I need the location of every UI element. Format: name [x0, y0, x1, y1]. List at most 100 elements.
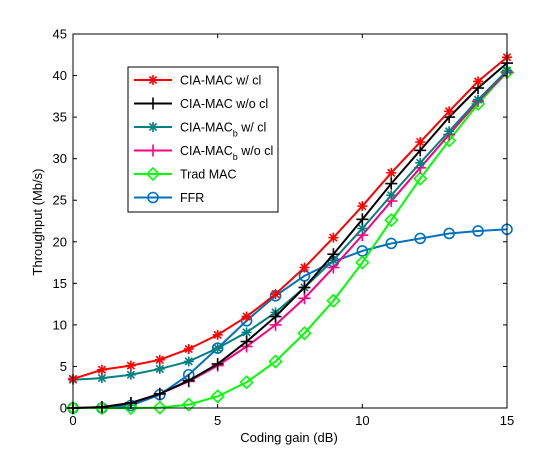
marker-stroke: [416, 137, 425, 147]
axes-box: [72, 33, 508, 409]
marker-stroke: [387, 168, 396, 177]
data-point: [327, 248, 340, 261]
marker-stroke: [97, 365, 107, 374]
legend-item: CIA-MAC w/o cl: [134, 97, 268, 111]
data-point: [268, 354, 283, 369]
marker-stroke: [358, 201, 367, 211]
x-tick-label: 10: [355, 413, 369, 428]
data-point: [212, 343, 223, 354]
data-point: [239, 375, 254, 390]
y-tick-label: 25: [53, 193, 67, 208]
marker-stroke: [387, 191, 396, 200]
data-point: [472, 225, 484, 237]
data-point: [384, 213, 399, 228]
marker-stroke: [97, 373, 107, 383]
data-point: [328, 232, 339, 243]
data-point: [355, 255, 370, 270]
marker-stroke: [126, 361, 136, 370]
data-point: [154, 354, 165, 365]
data-point: [153, 387, 166, 400]
marker-stroke: [473, 95, 483, 104]
data-point: [211, 357, 224, 370]
marker-stroke: [473, 77, 483, 86]
y-tick-label: 10: [53, 317, 67, 332]
data-point: [385, 237, 398, 250]
data-point: [147, 97, 159, 110]
legend-item: CIA-MACb w/o cl: [134, 144, 273, 162]
data-point: [299, 262, 310, 273]
y-tick-label: 15: [53, 276, 67, 291]
x-tick-label: 15: [500, 413, 514, 428]
legend-label: CIA-MAC w/o cl: [180, 97, 268, 111]
data-point: [212, 329, 223, 340]
marker-stroke: [184, 357, 193, 366]
data-point: [386, 167, 397, 178]
legend: CIA-MAC w/ cl CIA-MAC w/o cl CIA-MACb w/ c…: [127, 66, 279, 213]
data-point: [385, 177, 398, 190]
data-point: [444, 106, 455, 117]
marker-stroke: [213, 330, 222, 340]
data-point: [210, 389, 225, 404]
axes: 0 5 10 15 0 5 10 15 20 25 30 35 40 45: [53, 27, 515, 429]
series-line: [72, 69, 508, 381]
marker-stroke: [444, 107, 454, 116]
y-axis-label: Throughput (Mb/s): [30, 169, 45, 276]
marker-stroke: [444, 127, 454, 136]
data-point: [297, 326, 312, 341]
data-point: [124, 397, 137, 410]
data-point: [326, 293, 341, 308]
data-point: [96, 373, 107, 384]
data-point: [473, 76, 484, 87]
data-point: [123, 400, 138, 416]
marker-stroke: [184, 344, 193, 354]
data-point: [145, 166, 161, 182]
marker-stroke: [358, 224, 367, 233]
marker-stroke: [242, 328, 251, 337]
data-point: [183, 343, 194, 354]
data-point: [154, 363, 165, 374]
marker-stroke: [271, 289, 280, 299]
marker-stroke: [148, 75, 158, 85]
marker-stroke: [416, 158, 425, 167]
data-point: [298, 281, 311, 294]
legend-label: CIA-MACb w/ cl: [180, 121, 266, 139]
data-point: [125, 360, 136, 371]
marker-stroke: [148, 122, 158, 132]
data-point: [241, 311, 252, 322]
legend-item: CIA-MACb w/ cl: [134, 121, 266, 139]
marker-stroke: [242, 312, 251, 321]
data-point: [444, 126, 455, 137]
data-point: [148, 122, 158, 132]
data-point: [270, 289, 281, 300]
data-point: [386, 190, 397, 201]
marker-stroke: [126, 370, 136, 379]
legend-box: [127, 66, 279, 213]
data-point: [415, 157, 426, 168]
legend-label: CIA-MACb w/o cl: [180, 144, 273, 162]
data-point: [298, 292, 311, 305]
data-point: [125, 369, 136, 380]
marker-stroke: [155, 355, 164, 364]
series-line: [73, 228, 508, 409]
data-point: [240, 335, 253, 348]
marker-stroke: [213, 343, 222, 353]
y-tick-label: 30: [53, 151, 67, 166]
x-tick-label: 0: [69, 413, 76, 428]
data-point: [152, 400, 167, 415]
data-point: [147, 191, 159, 204]
y-tick-label: 40: [53, 68, 67, 83]
data-point: [96, 364, 107, 375]
data-point: [182, 374, 195, 387]
legend-label: Trad MAC: [180, 168, 237, 182]
x-tick-label: 5: [214, 413, 221, 428]
data-point: [443, 227, 455, 240]
y-tick-label: 35: [53, 110, 67, 125]
legend-label: FFR: [180, 191, 204, 205]
x-axis-label: Coding gain (dB): [240, 430, 338, 445]
data-point: [181, 397, 196, 412]
data-point: [357, 201, 368, 212]
data-point: [148, 75, 158, 85]
data-point: [356, 213, 369, 226]
